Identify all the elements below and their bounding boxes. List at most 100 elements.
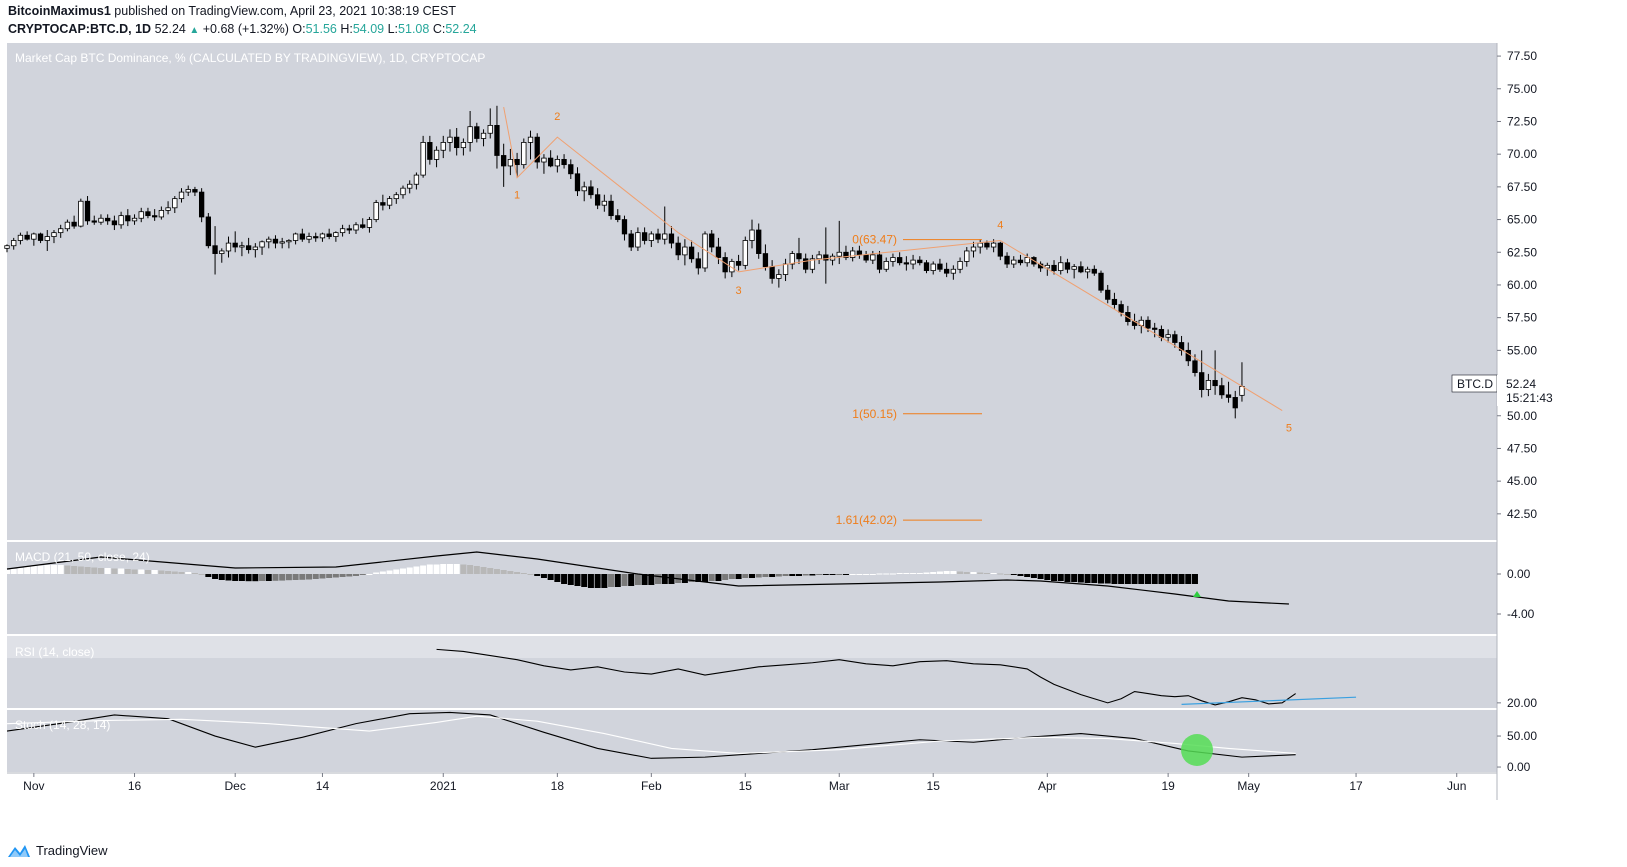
candle: [688, 240, 695, 263]
candle-body: [1064, 262, 1071, 270]
fib-level-label: 1(50.15): [852, 407, 897, 421]
candle: [138, 207, 144, 223]
macd-histogram-bar: [285, 574, 292, 581]
candle-body: [534, 136, 540, 163]
candle-body: [1071, 266, 1077, 270]
macd-histogram-bar: [500, 570, 507, 574]
candle-body: [514, 159, 520, 166]
macd-histogram-bar: [916, 573, 923, 574]
candle-body: [78, 200, 84, 227]
candle: [420, 135, 426, 178]
candle-body: [4, 245, 10, 249]
time-tick-label: Feb: [641, 779, 662, 793]
macd-histogram-bar: [359, 574, 366, 575]
price-tick-label: 70.00: [1507, 147, 1537, 161]
macd-histogram-bar: [198, 574, 205, 575]
candle: [668, 226, 675, 249]
macd-histogram-bar: [1171, 574, 1178, 584]
candle: [460, 138, 467, 156]
macd-histogram-bar: [279, 574, 286, 581]
candle: [111, 215, 118, 231]
candle-body: [413, 174, 420, 185]
candle: [252, 243, 258, 258]
macd-histogram-bar: [681, 574, 688, 583]
candle: [803, 253, 809, 274]
candle-body: [1011, 259, 1017, 265]
candle: [970, 241, 977, 258]
candle-body: [635, 232, 641, 248]
candle: [393, 192, 399, 204]
candle-body: [668, 233, 675, 244]
macd-histogram-bar: [567, 574, 574, 585]
time-tick-label: 2021: [430, 779, 457, 793]
candle: [219, 248, 225, 263]
candle-body: [24, 234, 30, 240]
candle: [158, 206, 165, 220]
candle-body: [232, 242, 238, 248]
wave-label: 3: [736, 285, 742, 297]
author-name[interactable]: BitcoinMaximus1: [8, 4, 111, 18]
candle: [501, 143, 507, 187]
candle-body: [360, 224, 366, 228]
candle-body: [467, 126, 473, 143]
wave-label: 1: [514, 190, 520, 202]
candle-body: [1118, 304, 1124, 313]
candle-body: [601, 200, 607, 206]
candle: [950, 265, 957, 280]
candle-body: [306, 236, 312, 240]
candle-body: [1158, 329, 1165, 338]
published-text: published on TradingView.com, April 23, …: [114, 4, 456, 18]
candle: [608, 194, 614, 220]
candle-body: [366, 219, 373, 228]
candle: [870, 250, 876, 265]
wave-line-4: [738, 239, 1001, 273]
macd-histogram-bar: [4, 570, 10, 574]
macd-histogram-bar: [319, 574, 326, 579]
time-tick-label: 18: [551, 779, 565, 793]
candle-body: [37, 233, 44, 241]
macd-histogram-bar: [10, 569, 17, 574]
macd-histogram-bar: [440, 564, 447, 574]
candle: [373, 199, 379, 223]
macd-histogram-bar: [386, 570, 393, 574]
macd-histogram-bar: [1138, 574, 1145, 584]
candle: [521, 138, 527, 169]
candle: [333, 231, 339, 242]
macd-histogram-bar: [292, 574, 299, 580]
candle: [1152, 322, 1158, 338]
candle-body: [883, 261, 889, 270]
footer-branding[interactable]: TradingView: [8, 843, 108, 858]
time-tick-label: 19: [1161, 779, 1175, 793]
candle: [131, 214, 138, 225]
macd-histogram-bar: [923, 572, 930, 574]
macd-histogram-bar: [769, 574, 776, 577]
macd-histogram-bar: [1165, 574, 1172, 584]
macd-histogram-bar: [795, 574, 802, 576]
macd-histogram-bar: [185, 572, 192, 574]
candle-body: [990, 242, 997, 248]
macd-histogram-bar: [507, 571, 514, 574]
candle: [380, 194, 386, 211]
candle-body: [98, 217, 104, 223]
macd-histogram-bar: [1191, 574, 1198, 584]
macd-histogram-bar: [997, 573, 1004, 575]
macd-histogram-bar: [554, 574, 561, 582]
candle-body: [138, 211, 144, 219]
macd-histogram-bar: [728, 574, 735, 579]
candle-body: [796, 253, 802, 260]
candle: [58, 224, 64, 238]
candle-body: [1165, 334, 1171, 338]
candle: [326, 228, 332, 240]
candle: [588, 180, 594, 199]
macd-histogram-bar: [332, 574, 339, 578]
candle-body: [205, 216, 212, 247]
time-tick-label: Jun: [1447, 779, 1466, 793]
candle-body: [554, 159, 561, 167]
candle-body: [1058, 262, 1064, 271]
symbol-tag-label: BTC.D: [1457, 377, 1493, 391]
candle-body: [407, 183, 413, 189]
candle-body: [292, 233, 299, 241]
candle-body: [447, 136, 453, 143]
macd-histogram-bar: [755, 574, 762, 578]
